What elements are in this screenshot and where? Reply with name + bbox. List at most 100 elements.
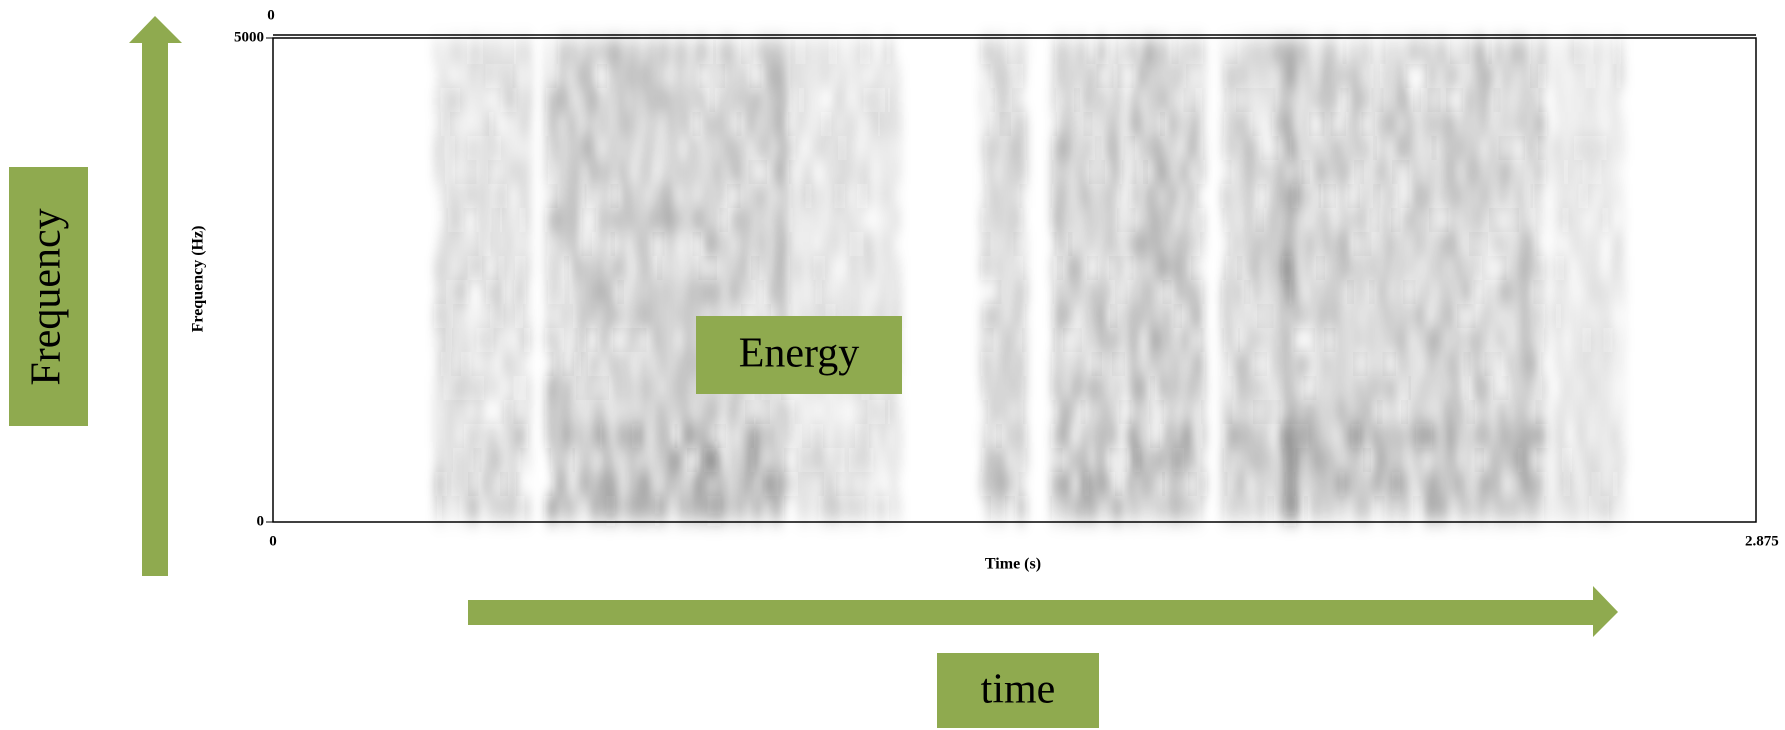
spectrogram-texture	[646, 256, 648, 280]
spectrogram-texture	[1021, 352, 1023, 376]
spectrogram-texture	[730, 40, 732, 64]
spectrogram-texture	[1136, 232, 1138, 256]
spectrogram-texture	[1495, 472, 1497, 496]
spectrogram-texture	[1297, 376, 1299, 400]
spectrogram-texture	[784, 472, 786, 496]
spectrogram-texture	[1196, 448, 1198, 472]
spectrogram-texture	[1429, 136, 1431, 160]
spectrogram-texture	[1151, 160, 1153, 184]
spectrogram-texture	[1438, 112, 1440, 136]
spectrogram-texture	[1065, 184, 1067, 208]
spectrogram-texture	[622, 400, 624, 424]
spectrogram-texture	[1453, 64, 1455, 88]
spectrogram-texture	[498, 496, 500, 520]
spectrogram-texture	[679, 400, 681, 424]
spectrogram-texture	[1110, 136, 1112, 160]
spectrogram-texture	[1101, 304, 1103, 328]
spectrogram-texture	[640, 136, 642, 160]
spectrogram-texture	[1405, 496, 1407, 520]
spectrogram-texture	[1080, 352, 1082, 376]
spectrogram-texture	[793, 280, 795, 304]
spectrogram-texture	[1077, 64, 1079, 88]
spectrogram-texture	[550, 376, 552, 400]
spectrogram-texture	[859, 448, 861, 472]
spectrogram-texture	[643, 112, 645, 136]
spectrogram-texture	[823, 424, 825, 448]
spectrogram-texture	[883, 280, 885, 304]
spectrogram-texture	[1065, 88, 1067, 112]
spectrogram-texture	[1116, 496, 1118, 520]
spectrogram-texture	[772, 256, 774, 280]
spectrogram-texture	[1154, 64, 1156, 88]
spectrogram-texture	[1333, 472, 1335, 496]
spectrogram-texture	[1360, 184, 1362, 208]
spectrogram-texture	[565, 88, 567, 112]
spectrogram-texture	[483, 256, 485, 280]
spectrogram-texture	[682, 208, 684, 232]
spectrogram-texture	[1163, 328, 1165, 352]
spectrogram-texture	[453, 40, 455, 64]
spectrogram-texture	[613, 256, 615, 280]
spectrogram-texture	[1309, 88, 1311, 112]
spectrogram-texture	[577, 136, 579, 160]
spectrogram-texture	[781, 400, 783, 424]
spectrogram-texture	[1501, 472, 1503, 496]
spectrogram-texture	[673, 160, 675, 184]
spectrogram-texture	[667, 424, 669, 448]
spectrogram-texture	[700, 136, 702, 160]
spectrogram-texture	[610, 496, 612, 520]
spectrogram-texture	[718, 256, 720, 280]
spectrogram-texture	[682, 112, 684, 136]
spectrogram-texture	[886, 232, 888, 256]
spectrogram-texture	[1381, 328, 1383, 352]
spectrogram-texture	[1065, 160, 1067, 184]
spectrogram-texture	[1327, 448, 1329, 472]
spectrogram-texture	[586, 400, 588, 424]
spectrogram-texture	[742, 472, 744, 496]
spectrogram-texture	[1000, 472, 1002, 496]
spectrogram-texture	[1080, 40, 1082, 64]
spectrogram-texture	[1399, 160, 1401, 184]
spectrogram-texture	[1501, 280, 1503, 304]
spectrogram-texture	[1169, 112, 1171, 136]
spectrogram-texture	[1000, 256, 1002, 280]
spectrogram-texture	[1238, 184, 1240, 208]
spectrogram-texture	[1390, 400, 1392, 424]
spectrogram-texture	[495, 40, 497, 64]
spectrogram-texture	[1053, 400, 1055, 424]
spectrogram-texture	[664, 88, 666, 112]
spectrogram-texture	[1130, 304, 1132, 328]
spectrogram-texture	[1417, 424, 1419, 448]
spectrogram-texture	[811, 280, 813, 304]
spectrogram-texture	[589, 160, 591, 184]
spectrogram-texture	[1477, 400, 1479, 424]
spectrogram-texture	[1074, 496, 1076, 520]
spectrogram-texture	[673, 208, 675, 232]
spectrogram-texture	[763, 64, 765, 88]
spectrogram-texture	[1330, 40, 1332, 64]
spectrogram-texture	[769, 88, 771, 112]
spectrogram-texture	[1241, 352, 1243, 376]
spectrogram-texture	[1119, 256, 1121, 280]
spectrogram-texture	[1265, 424, 1267, 448]
spectrogram-texture	[682, 40, 684, 64]
spectrogram-texture	[1553, 400, 1555, 424]
spectrogram-texture	[688, 112, 690, 136]
spectrogram-texture	[1154, 448, 1156, 472]
spectrogram-texture	[1148, 232, 1150, 256]
spectrogram-texture	[1411, 424, 1413, 448]
spectrogram-texture	[991, 112, 993, 136]
spectrogram-texture	[688, 184, 690, 208]
spectrogram-texture	[823, 184, 825, 208]
spectrogram-texture	[739, 400, 741, 424]
spectrogram-texture	[1184, 424, 1186, 448]
spectrogram-texture	[1256, 232, 1258, 256]
spectrogram-texture	[1127, 208, 1129, 232]
spectrogram-texture	[832, 424, 834, 448]
spectrogram-texture	[790, 256, 792, 280]
spectrogram-texture	[1268, 400, 1270, 424]
spectrogram-texture	[1074, 64, 1076, 88]
spectrogram-texture	[1274, 88, 1276, 112]
spectrogram-texture	[679, 40, 681, 64]
spectrogram-texture	[667, 280, 669, 304]
